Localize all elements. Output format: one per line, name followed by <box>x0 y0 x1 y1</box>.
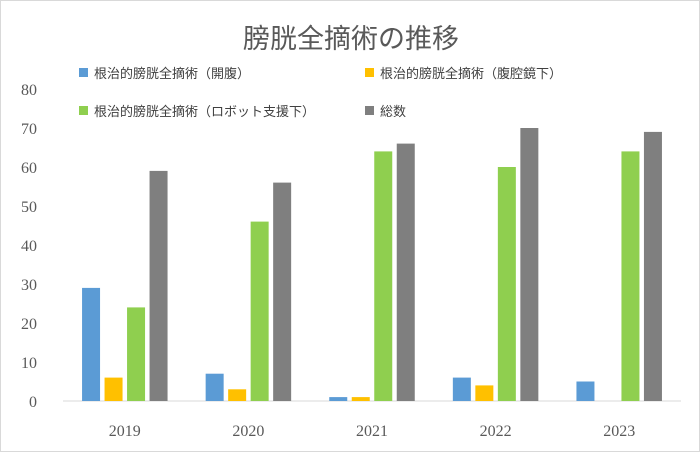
x-tick-label: 2021 <box>356 423 388 440</box>
legend-item-open: 根治的膀胱全摘術（開腹） <box>79 63 250 82</box>
bar <box>576 381 595 401</box>
bar <box>149 170 168 401</box>
bar <box>621 151 640 401</box>
legend-label-robotic: 根治的膀胱全摘術（ロボット支援下） <box>94 105 316 120</box>
legend-swatch-robotic <box>79 106 88 115</box>
bar <box>205 373 224 401</box>
bar <box>520 128 539 401</box>
y-tick-label: 30 <box>21 277 37 294</box>
x-tick-label: 2023 <box>603 423 635 440</box>
legend-swatch-laparoscopic <box>365 68 374 77</box>
bar <box>452 377 471 401</box>
y-tick-label: 70 <box>21 121 37 138</box>
bar <box>497 167 516 401</box>
y-tick-label: 80 <box>21 82 37 99</box>
bar <box>643 131 662 401</box>
legend-item-total: 総数 <box>365 101 406 120</box>
bar <box>273 182 292 401</box>
x-tick-label: 2019 <box>109 423 141 440</box>
bar <box>82 287 101 401</box>
legend-item-laparoscopic: 根治的膀胱全摘術（腹腔鏡下） <box>365 63 562 82</box>
bar <box>374 151 393 401</box>
legend-label-total: 総数 <box>380 105 407 120</box>
legend-swatch-open <box>79 68 88 77</box>
bar <box>228 389 247 401</box>
legend-label-open: 根治的膀胱全摘術（開腹） <box>94 67 251 82</box>
bar <box>396 143 415 401</box>
bar <box>329 397 348 401</box>
legend-label-laparoscopic: 根治的膀胱全摘術（腹腔鏡下） <box>380 67 563 82</box>
y-tick-label: 10 <box>21 355 37 372</box>
x-tick-label: 2020 <box>232 423 264 440</box>
bar <box>127 307 146 401</box>
legend-item-robotic: 根治的膀胱全摘術（ロボット支援下） <box>79 101 315 120</box>
y-tick-label: 0 <box>29 394 37 411</box>
bar <box>351 397 370 401</box>
y-tick-label: 50 <box>21 199 37 216</box>
bar <box>250 221 269 401</box>
x-tick-label: 2022 <box>480 423 512 440</box>
chart-title: 膀胱全摘術の推移 <box>243 24 459 55</box>
legend-swatch-total <box>365 106 374 115</box>
y-tick-label: 60 <box>21 160 37 177</box>
y-tick-label: 40 <box>21 238 37 255</box>
bar <box>104 377 123 401</box>
y-tick-label: 20 <box>21 316 37 333</box>
bar <box>475 385 494 401</box>
